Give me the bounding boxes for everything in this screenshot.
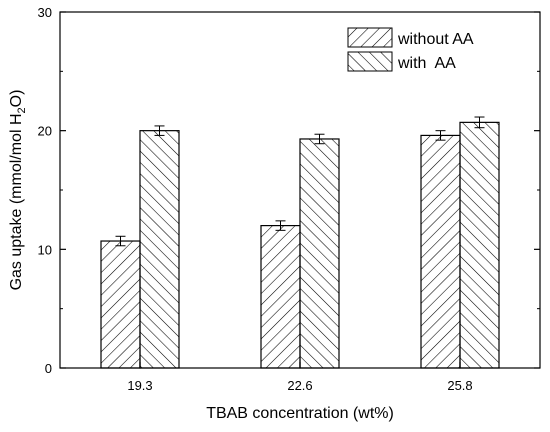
bars bbox=[100, 121, 500, 369]
y-axis-title-subscript: 2 bbox=[16, 107, 28, 113]
bar-with-aa bbox=[299, 138, 340, 369]
x-tick-label: 22.6 bbox=[287, 378, 312, 393]
error-bars bbox=[115, 116, 485, 247]
x-axis-title: TBAB concentration (wt%) bbox=[206, 405, 394, 422]
legend-swatch-with-aa bbox=[347, 51, 393, 72]
bar-without-aa bbox=[100, 240, 141, 369]
y-axis-title-end: O) bbox=[8, 90, 25, 108]
legend-label-without-aa: without AA bbox=[397, 31, 474, 48]
y-axis: 0 10 20 30 bbox=[38, 5, 540, 376]
legend-swatch-without-aa bbox=[347, 27, 393, 48]
y-tick-label: 10 bbox=[38, 242, 52, 257]
y-tick-label: 30 bbox=[38, 5, 52, 20]
bar-without-aa bbox=[260, 225, 301, 369]
legend-label-with-aa: with AA bbox=[397, 55, 456, 72]
legend: without AA with AA bbox=[347, 27, 474, 72]
y-axis-title-main: Gas uptake (mmol/mol H bbox=[8, 113, 25, 290]
x-tick-label: 19.3 bbox=[127, 378, 152, 393]
x-axis: 19.3 22.6 25.8 bbox=[127, 362, 473, 393]
bar-without-aa bbox=[420, 134, 461, 369]
y-tick-label: 20 bbox=[38, 124, 52, 139]
y-tick-label: 0 bbox=[45, 361, 52, 376]
bar-with-aa bbox=[459, 121, 500, 369]
x-tick-label: 25.8 bbox=[447, 378, 472, 393]
bar-with-aa bbox=[139, 130, 180, 369]
y-axis-title: Gas uptake (mmol/mol H2O) bbox=[8, 90, 28, 291]
